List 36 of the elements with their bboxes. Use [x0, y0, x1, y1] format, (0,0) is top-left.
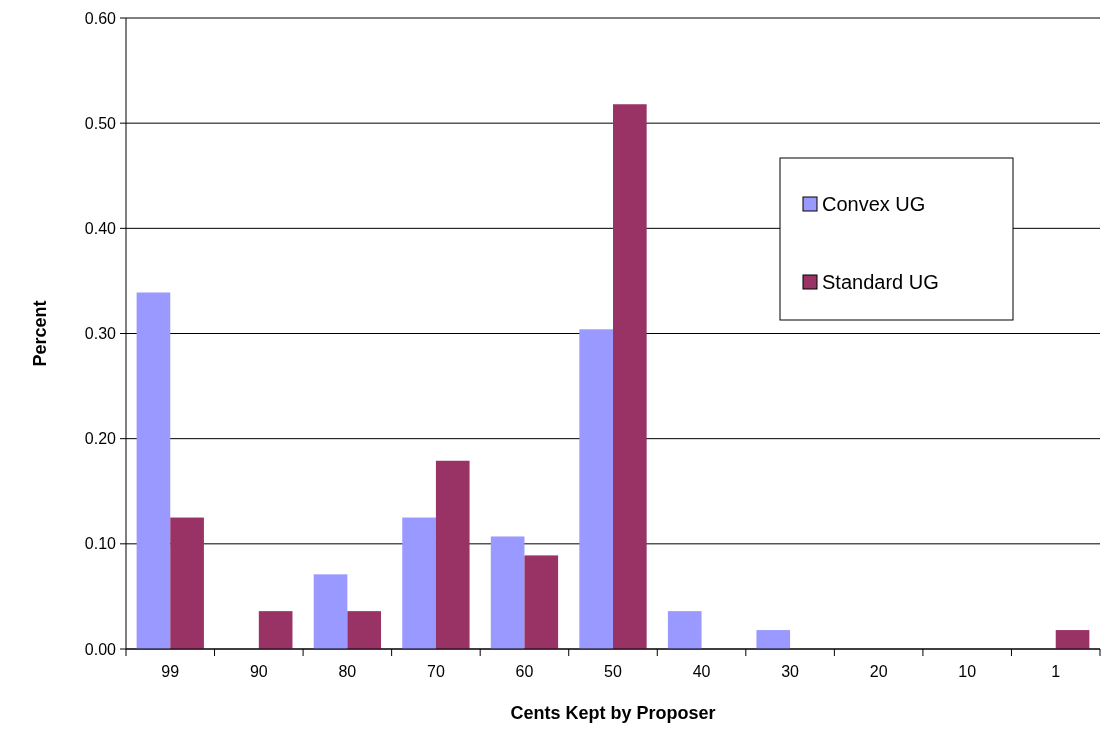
- bar: [435, 460, 470, 649]
- x-tick-label: 30: [781, 663, 800, 680]
- x-tick-label: 10: [958, 663, 977, 680]
- x-tick-label: 20: [869, 663, 888, 680]
- x-tick-label: 40: [692, 663, 711, 680]
- x-axis-title: Cents Kept by Proposer: [510, 703, 716, 723]
- bar: [258, 611, 293, 649]
- x-tick-label: 1: [1051, 663, 1061, 680]
- x-tick-label: 99: [161, 663, 180, 680]
- bar: [579, 329, 613, 649]
- bar: [347, 611, 382, 649]
- y-tick-label: 0.40: [84, 219, 117, 237]
- y-tick-label: 0.10: [84, 535, 117, 553]
- y-tick-label: 0.50: [84, 114, 117, 132]
- bar: [136, 292, 171, 649]
- bar: [170, 517, 204, 649]
- legend-label: Convex UG: [822, 193, 926, 215]
- bar: [313, 574, 348, 649]
- x-tick-label: 50: [604, 663, 622, 680]
- legend-label: Standard UG: [822, 271, 939, 293]
- x-tick-label: 70: [427, 663, 445, 680]
- y-axis-title: Percent: [30, 300, 50, 367]
- x-tick-label: 90: [249, 663, 268, 680]
- bar: [402, 517, 436, 649]
- y-tick-label: 0.20: [84, 430, 117, 448]
- bar: [1055, 630, 1090, 649]
- y-tick-label: 0.00: [84, 640, 117, 658]
- y-tick-label: 0.30: [84, 325, 117, 343]
- x-tick-label: 60: [515, 663, 534, 680]
- bar: [756, 630, 791, 649]
- y-tick-label: 0.60: [84, 9, 117, 27]
- bar: [524, 555, 559, 649]
- bar: [667, 611, 702, 649]
- bar: [490, 536, 525, 649]
- x-tick-label: 80: [338, 663, 357, 680]
- bar: [613, 104, 647, 649]
